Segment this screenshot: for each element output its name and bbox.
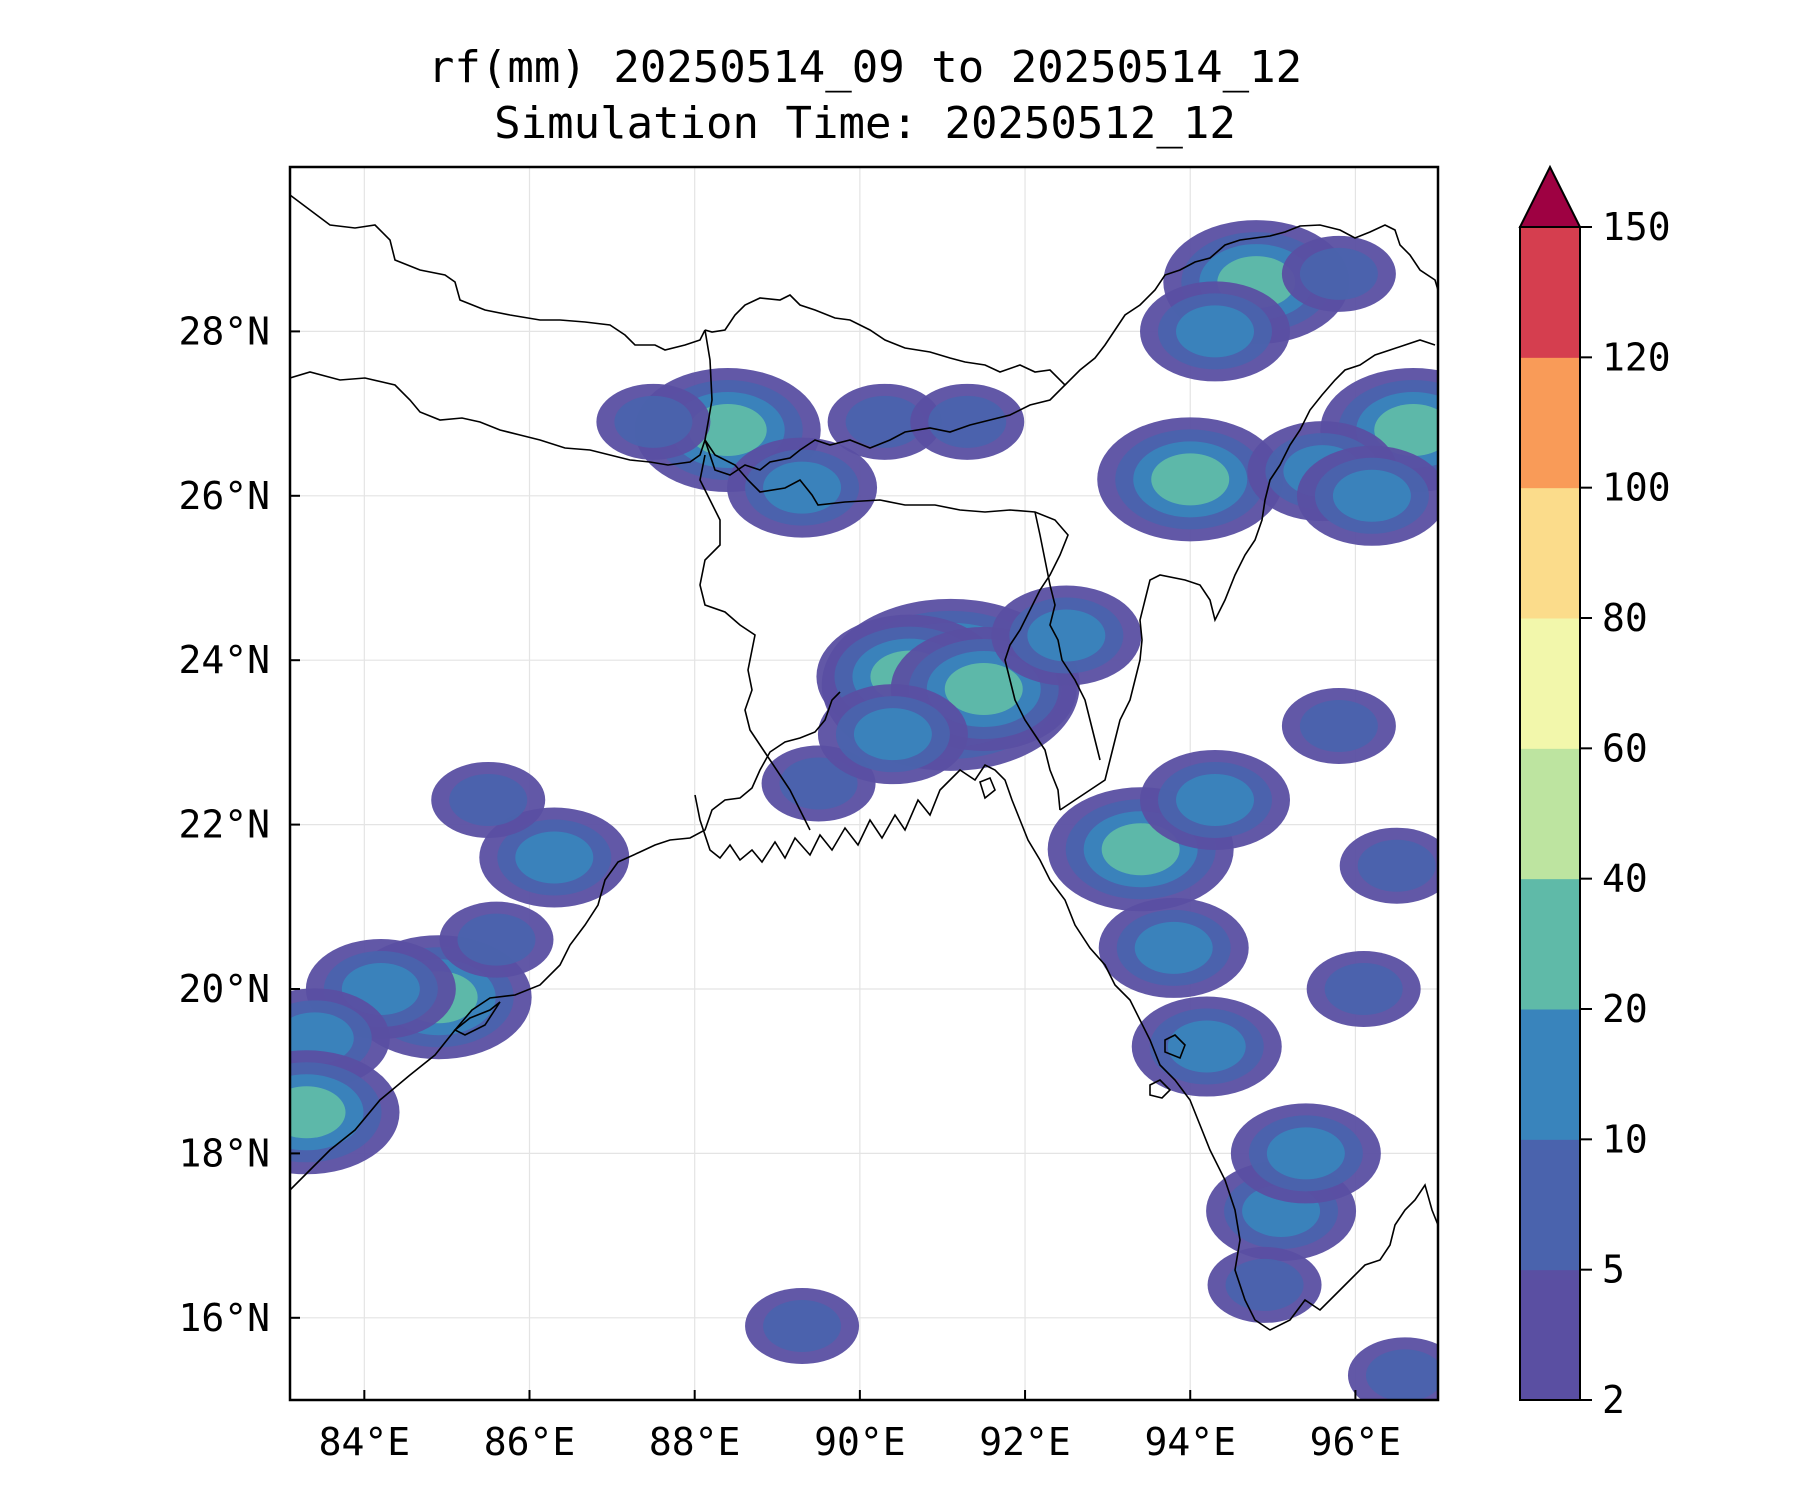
map-title: rf(mm) 20250514_09 to 20250514_12 bbox=[427, 42, 1303, 93]
rain-cell bbox=[1176, 305, 1255, 358]
colorbar-segment bbox=[1520, 357, 1580, 489]
colorbar-tick-label: 100 bbox=[1602, 466, 1671, 510]
colorbar-segment bbox=[1520, 618, 1580, 749]
rain-cell bbox=[763, 1300, 842, 1353]
lon-tick-label: 88°E bbox=[649, 1420, 741, 1464]
colorbar-tick-label: 10 bbox=[1602, 1117, 1648, 1161]
rain-cell bbox=[928, 395, 1007, 448]
rain-cell bbox=[763, 461, 842, 514]
rain-cell bbox=[515, 831, 594, 884]
colorbar-segment bbox=[1520, 1009, 1580, 1140]
rain-cell bbox=[614, 395, 693, 448]
colorbar-frame bbox=[1519, 226, 1581, 1401]
colorbar-segment bbox=[1520, 1269, 1580, 1401]
rain-cell bbox=[1365, 1349, 1438, 1400]
rain-cell bbox=[1134, 921, 1213, 974]
lon-tick-label: 86°E bbox=[484, 1420, 576, 1464]
border-india-myanmar bbox=[1059, 339, 1436, 811]
colorbar-segment bbox=[1520, 748, 1580, 880]
colorbar-tick-label: 5 bbox=[1602, 1248, 1625, 1292]
colorbar-tick-label: 60 bbox=[1602, 726, 1648, 770]
colorbar-segment bbox=[1520, 878, 1580, 1010]
rain-cell bbox=[1374, 404, 1438, 457]
rain-cell bbox=[845, 395, 924, 448]
rain-cell bbox=[1266, 1127, 1345, 1180]
colorbar-tick-label: 80 bbox=[1602, 596, 1648, 640]
colorbar-tick-label: 150 bbox=[1602, 205, 1671, 249]
rain-cell bbox=[1101, 823, 1180, 876]
rain-cell bbox=[1332, 469, 1411, 522]
lat-tick-label: 22°N bbox=[178, 803, 270, 847]
rain-cell bbox=[1299, 699, 1378, 752]
rain-cell bbox=[853, 708, 932, 761]
lon-tick-label: 92°E bbox=[979, 1420, 1071, 1464]
rain-cell bbox=[1027, 609, 1106, 662]
rain-cell bbox=[1225, 1258, 1304, 1311]
coastline-odisha-lake bbox=[453, 1001, 501, 1036]
coastlines-and-borders bbox=[290, 194, 1438, 1331]
coastline-india-east bbox=[290, 691, 841, 1191]
rain-cell bbox=[1151, 453, 1230, 506]
colorbar-segment bbox=[1520, 487, 1580, 619]
rain-cell bbox=[1357, 839, 1436, 892]
lat-tick-label: 18°N bbox=[178, 1131, 270, 1175]
rain-cell bbox=[457, 913, 536, 966]
coastline-sundarbans bbox=[694, 763, 1438, 1331]
colorbar-tick-label: 40 bbox=[1602, 857, 1648, 901]
longitude-axis: 84°E 86°E 88°E 90°E 92°E 94°E 96°E bbox=[319, 1390, 1402, 1464]
lon-tick-label: 96°E bbox=[1310, 1420, 1402, 1464]
rain-cell bbox=[290, 1086, 346, 1139]
colorbar-tick-label: 120 bbox=[1602, 335, 1671, 379]
rain-cell bbox=[1176, 773, 1255, 826]
colorbar-labels: 2 5 10 20 40 60 80 100 120 150 bbox=[1580, 205, 1671, 1422]
rainfall-field bbox=[290, 220, 1438, 1400]
border-bangladesh bbox=[704, 439, 1069, 811]
map-subtitle: Simulation Time: 20250512_12 bbox=[494, 98, 1236, 149]
border-bangladesh-west bbox=[699, 454, 811, 831]
colorbar-tick-label: 20 bbox=[1602, 987, 1648, 1031]
lon-tick-label: 84°E bbox=[319, 1420, 411, 1464]
colorbar-extend-arrow bbox=[1518, 164, 1582, 228]
rain-cell bbox=[449, 773, 528, 826]
rain-cell bbox=[1324, 963, 1403, 1015]
colorbar-segment bbox=[1520, 1139, 1580, 1271]
rain-cell bbox=[944, 662, 1023, 715]
lat-tick-label: 26°N bbox=[178, 474, 270, 518]
rain-cell bbox=[1299, 247, 1378, 300]
lat-tick-label: 28°N bbox=[178, 309, 270, 353]
colorbar bbox=[1518, 164, 1582, 1401]
lon-tick-label: 90°E bbox=[814, 1420, 906, 1464]
border-tibet-arunachal bbox=[1064, 224, 1438, 386]
colorbar-segment bbox=[1520, 227, 1580, 358]
lat-tick-label: 16°N bbox=[178, 1296, 270, 1340]
latitude-axis: 16°N 18°N 20°N 22°N 24°N 26°N 28°N bbox=[178, 309, 300, 1340]
border-sikkim-bhutan bbox=[704, 294, 1067, 476]
lat-tick-label: 20°N bbox=[178, 967, 270, 1011]
colorbar-tick-label: 2 bbox=[1602, 1378, 1625, 1422]
coastline-myanmar-islands bbox=[979, 776, 1186, 1099]
border-tripura-mizoram bbox=[1034, 511, 1101, 761]
rain-cell bbox=[1167, 1020, 1246, 1073]
border-nepal-south bbox=[290, 371, 706, 466]
lon-tick-label: 94°E bbox=[1144, 1420, 1236, 1464]
border-nepal-north bbox=[290, 194, 706, 351]
rain-cell bbox=[779, 757, 858, 810]
lat-tick-label: 24°N bbox=[178, 638, 270, 682]
map-frame bbox=[288, 165, 1440, 1402]
